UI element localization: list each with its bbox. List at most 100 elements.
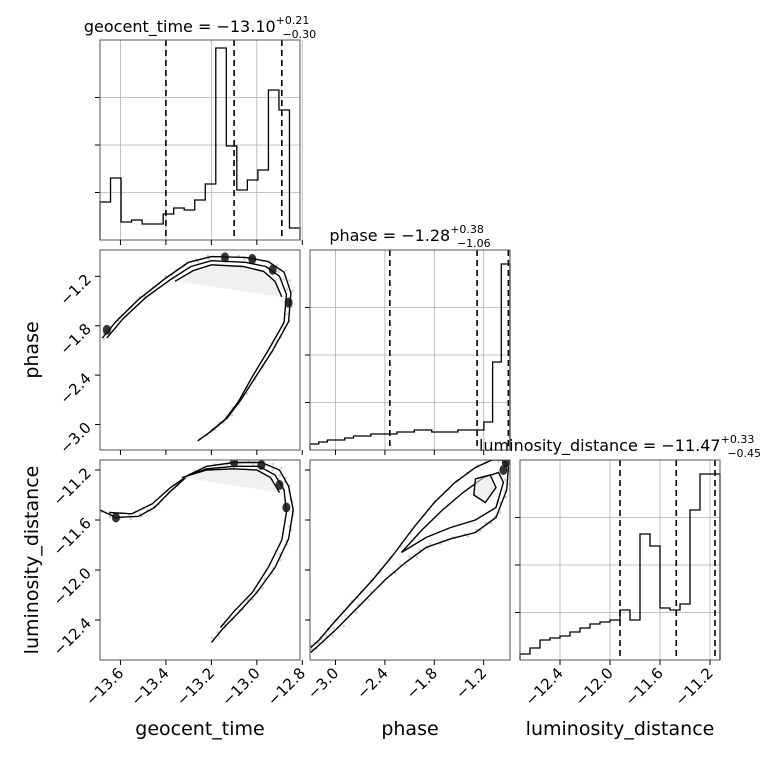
sample-point [489, 521, 493, 525]
title-geocent-time: geocent_time = −13.10+0.21 −0.30 [84, 14, 316, 41]
y-tick-label: −12.4 [50, 614, 95, 659]
sample-point [500, 457, 503, 460]
sample-point [342, 624, 346, 628]
x-tick-label: −11.6 [622, 664, 667, 709]
xlabel-phase: phase [381, 718, 438, 740]
sample-point [344, 614, 348, 617]
contour-level-3 [174, 264, 283, 298]
sample-point [415, 555, 419, 559]
contour-level-2 [109, 465, 288, 628]
density-peak [499, 465, 508, 475]
x-tick-label: −1.8 [403, 664, 441, 702]
sample-point [261, 586, 265, 590]
sample-point [354, 611, 358, 614]
sample-point [217, 635, 221, 638]
density-peak [282, 502, 291, 513]
sample-point [210, 636, 214, 639]
histogram-geocent_time [99, 47, 301, 240]
contour-level-3 [181, 468, 281, 493]
panel-frame [99, 459, 301, 661]
x-tick-label: −12.8 [264, 664, 309, 709]
contour-level-2 [400, 471, 505, 554]
sample-point [356, 603, 360, 606]
contour-level-3 [473, 474, 497, 504]
sample-point [286, 312, 289, 316]
sample-point [129, 517, 133, 521]
sample-point [251, 463, 255, 466]
sample-point [367, 598, 370, 602]
title-phase: phase = −1.28+0.38 −1.06 [329, 223, 490, 250]
sample-point [278, 474, 282, 477]
sample-point [102, 337, 106, 341]
x-tick-label: −13.0 [218, 664, 263, 709]
sample-point [408, 555, 411, 558]
density-peak [221, 252, 229, 263]
panel-geocent_time-vs-luminosity_distance [100, 460, 295, 643]
panel-phase-vs-luminosity_distance [310, 457, 510, 654]
sample-point [288, 279, 291, 282]
y-tick-label: −11.2 [50, 464, 95, 509]
sample-point [285, 287, 289, 291]
sample-point [282, 278, 286, 281]
xlabel-geocent-time: geocent_time [135, 718, 264, 740]
x-tick-label: −12.0 [572, 664, 617, 709]
density-peak [257, 460, 266, 470]
sample-point [245, 392, 249, 395]
sample-point [280, 466, 283, 470]
sample-point [428, 542, 432, 546]
sample-point [311, 647, 314, 651]
density-peak [248, 254, 257, 265]
density-peak [102, 324, 111, 335]
sample-point [498, 501, 502, 504]
sample-point [284, 269, 288, 272]
sample-point [206, 254, 210, 258]
sample-point [404, 563, 408, 566]
histogram-phase [309, 263, 511, 450]
sample-point [291, 289, 295, 293]
panel-frame [99, 249, 301, 451]
sample-point [332, 626, 336, 630]
x-tick-label: −13.6 [82, 664, 127, 709]
y-tick-label: −2.4 [56, 369, 94, 407]
sample-point [242, 257, 246, 261]
sample-point [271, 462, 274, 466]
ylabel-luminosity-distance: luminosity_distance [21, 466, 43, 655]
sample-point [484, 521, 488, 525]
sample-point [263, 577, 266, 581]
density-peak [230, 460, 239, 468]
contour-level-1 [100, 461, 294, 643]
sample-point [284, 476, 288, 479]
y-tick-label: −12.0 [50, 564, 95, 609]
sample-point [398, 563, 402, 567]
panel-geocent_time-vs-phase [101, 252, 295, 442]
x-tick-label: −13.2 [173, 664, 218, 709]
sample-point [108, 515, 112, 519]
sample-point [504, 495, 508, 499]
y-tick-label: −3.0 [56, 419, 94, 457]
sample-point [497, 460, 500, 463]
y-tick-label: −11.6 [50, 514, 95, 559]
y-tick-label: −1.2 [56, 270, 94, 308]
sample-point [230, 413, 234, 417]
sample-point [247, 460, 251, 463]
sample-point [222, 421, 225, 425]
sample-point [324, 634, 328, 637]
y-tick-label: −1.8 [56, 320, 94, 358]
sample-point [276, 263, 279, 267]
panel-frame [309, 249, 511, 451]
sample-point [466, 534, 470, 538]
title-luminosity-distance: luminosity_distance = −11.47+0.33 −0.45 [479, 433, 760, 460]
sample-point [504, 478, 507, 482]
panel-frame [309, 459, 511, 661]
contour-level-1 [101, 255, 292, 442]
x-tick-label: −3.0 [304, 664, 342, 702]
x-tick-label: −1.2 [452, 664, 490, 702]
x-tick-label: −13.4 [128, 664, 173, 709]
panel-frame [99, 39, 301, 241]
sample-point [498, 511, 502, 514]
x-tick-label: −11.2 [672, 664, 717, 709]
sample-point [279, 558, 282, 562]
sample-point [271, 468, 275, 472]
panel-frame [519, 459, 721, 661]
